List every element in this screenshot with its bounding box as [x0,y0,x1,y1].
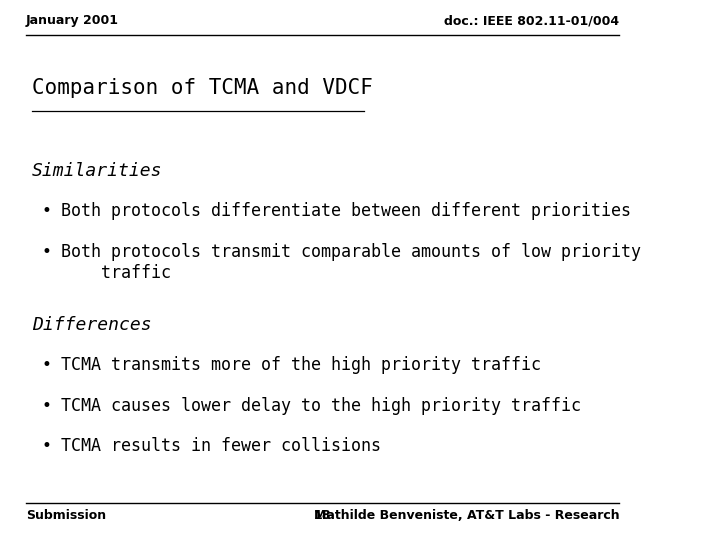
Text: Submission: Submission [26,509,106,522]
Text: •: • [42,243,52,261]
Text: TCMA transmits more of the high priority traffic: TCMA transmits more of the high priority… [61,356,541,374]
Text: TCMA results in fewer collisions: TCMA results in fewer collisions [61,437,382,455]
Text: Mathilde Benveniste, AT&T Labs - Research: Mathilde Benveniste, AT&T Labs - Researc… [314,509,619,522]
Text: January 2001: January 2001 [26,14,119,27]
Text: Both protocols transmit comparable amounts of low priority
    traffic: Both protocols transmit comparable amoun… [61,243,642,282]
Text: •: • [42,437,52,455]
Text: doc.: IEEE 802.11-01/004: doc.: IEEE 802.11-01/004 [444,14,619,27]
Text: 18: 18 [314,509,331,522]
Text: Comparison of TCMA and VDCF: Comparison of TCMA and VDCF [32,78,373,98]
Text: •: • [42,202,52,220]
Text: •: • [42,356,52,374]
Text: Differences: Differences [32,316,152,334]
Text: TCMA causes lower delay to the high priority traffic: TCMA causes lower delay to the high prio… [61,397,581,415]
Text: •: • [42,397,52,415]
Text: Similarities: Similarities [32,162,163,180]
Text: Both protocols differentiate between different priorities: Both protocols differentiate between dif… [61,202,631,220]
